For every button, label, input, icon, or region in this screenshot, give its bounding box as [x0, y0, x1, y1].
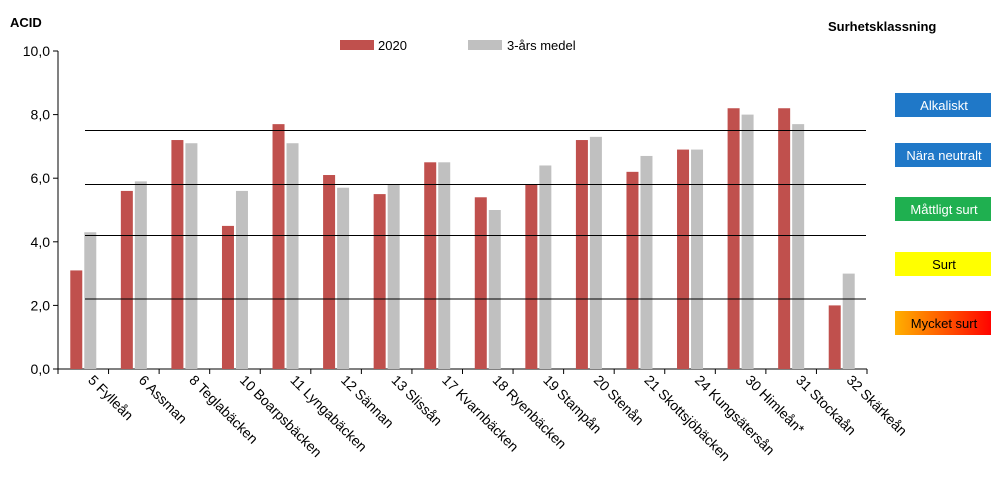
chart-legend: 2020 3-års medel — [340, 38, 576, 53]
y-axis-label: ACID — [10, 15, 42, 30]
bar-2020 — [272, 124, 285, 369]
legend-label-3yr: 3-års medel — [507, 38, 576, 53]
legend-label-2020: 2020 — [378, 38, 407, 53]
bar-3yr-mean — [488, 210, 501, 369]
bar-3yr-mean — [589, 136, 602, 369]
legend-swatch-3yr — [468, 40, 502, 50]
bar-2020 — [70, 270, 83, 369]
bar-2020 — [221, 225, 234, 369]
bar-2020 — [474, 197, 487, 369]
y-tick-label: 10,0 — [23, 43, 50, 59]
bar-2020 — [575, 140, 588, 369]
bar-2020 — [120, 190, 133, 369]
bar-2020 — [727, 108, 740, 370]
y-tick-label: 6,0 — [31, 170, 51, 186]
classification-badge: Surt — [895, 252, 991, 276]
y-tick-label: 8,0 — [31, 107, 51, 123]
y-tick-label: 4,0 — [31, 234, 51, 250]
bar-3yr-mean — [539, 165, 552, 369]
classification-title: Surhetsklassning — [828, 19, 937, 34]
bar-3yr-mean — [741, 114, 754, 369]
bar-2020 — [626, 171, 639, 369]
classification-badge: Alkaliskt — [895, 93, 991, 117]
x-tick-label: 5 Fylleån — [85, 372, 136, 423]
bar-3yr-mean — [235, 190, 248, 369]
bar-3yr-mean — [185, 143, 198, 369]
bar-3yr-mean — [134, 181, 147, 369]
bar-3yr-mean — [842, 273, 855, 369]
y-tick-label: 2,0 — [31, 297, 51, 313]
bar-2020 — [424, 162, 437, 369]
x-tick-label: 21 Skottsjöbäcken — [641, 372, 733, 464]
y-tick-label: 0,0 — [31, 361, 51, 377]
x-tick-label: 13 Slissån — [389, 372, 446, 429]
bar-3yr-mean — [691, 149, 704, 369]
bar-3yr-mean — [337, 187, 350, 369]
legend-swatch-2020 — [340, 40, 374, 50]
bar-3yr-mean — [84, 232, 97, 369]
bar-2020 — [323, 175, 336, 369]
classification-badge: Måttligt surt — [895, 197, 991, 221]
bar-3yr-mean — [387, 184, 400, 369]
bar-3yr-mean — [438, 162, 451, 369]
x-tick-label: 6 Assman — [136, 372, 191, 427]
bar-2020 — [373, 194, 386, 369]
bar-3yr-mean — [792, 124, 805, 369]
bar-2020 — [677, 149, 690, 369]
classification-badge: Nära neutralt — [895, 143, 991, 167]
bar-3yr-mean — [286, 143, 299, 369]
bar-2020 — [828, 305, 841, 369]
bar-2020 — [778, 108, 791, 370]
bar-3yr-mean — [640, 155, 653, 369]
classification-badge: Mycket surt — [895, 311, 991, 335]
bar-2020 — [171, 140, 184, 369]
bar-2020 — [525, 184, 538, 369]
